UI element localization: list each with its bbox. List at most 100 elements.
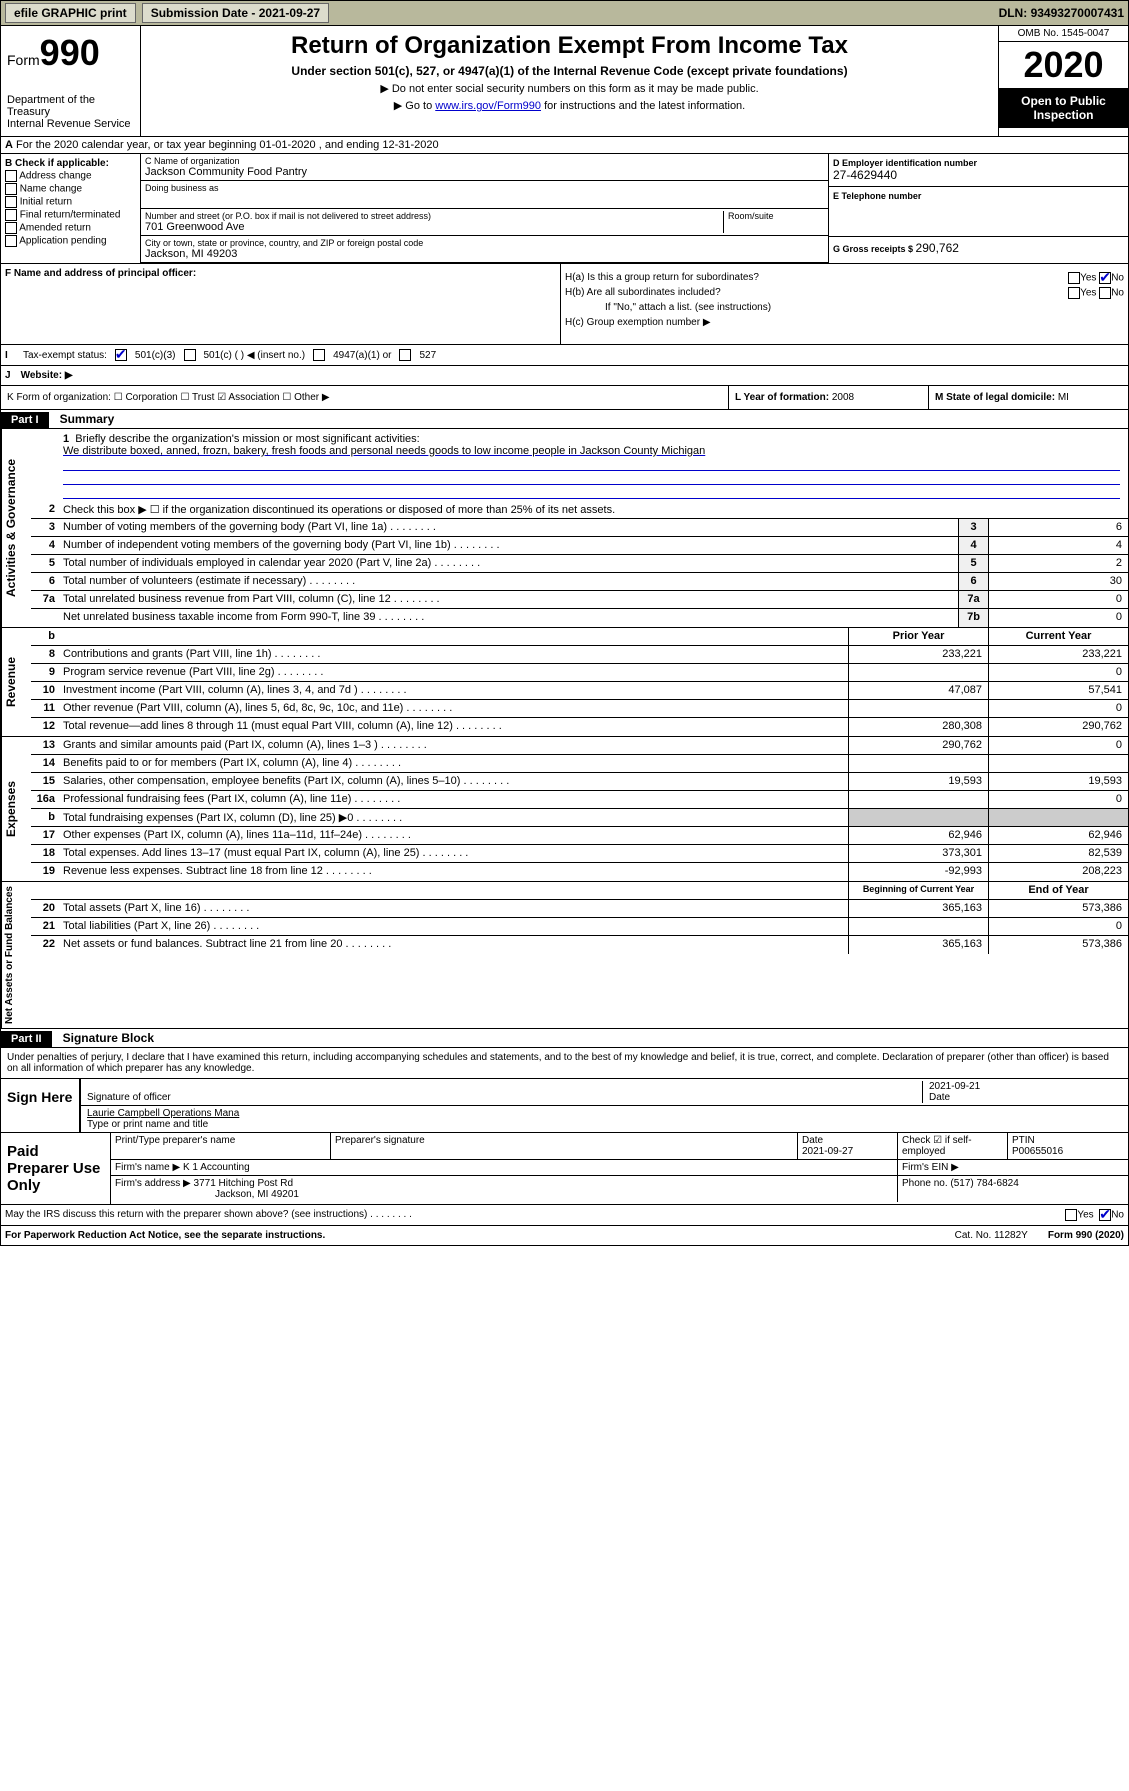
- form-subtitle: Under section 501(c), 527, or 4947(a)(1)…: [147, 64, 992, 78]
- part2-title: Signature Block: [55, 1029, 162, 1047]
- firm-addr-row: Firm's address ▶ 3771 Hitching Post RdJa…: [111, 1176, 1128, 1202]
- prep-name-hdr: Print/Type preparer's name: [111, 1133, 331, 1159]
- ha-line: H(a) Is this a group return for subordin…: [565, 272, 1124, 283]
- box-b-label: B Check if applicable:: [5, 158, 136, 169]
- status-label: Tax-exempt status:: [23, 350, 107, 361]
- box-k: K Form of organization: ☐ Corporation ☐ …: [1, 386, 728, 409]
- discuss-no[interactable]: [1099, 1209, 1111, 1221]
- table-row: 22Net assets or fund balances. Subtract …: [31, 936, 1128, 954]
- ein-label: D Employer identification number: [833, 158, 1124, 168]
- form-word: Form: [7, 52, 40, 68]
- dept-treasury: Department of the Treasury Internal Reve…: [7, 94, 134, 130]
- chk-final[interactable]: Final return/terminated: [5, 209, 136, 221]
- state-domicile: MI: [1058, 392, 1069, 403]
- box-c: C Name of organization Jackson Community…: [141, 154, 828, 263]
- irs-link[interactable]: www.irs.gov/Form990: [435, 100, 541, 112]
- chk-527[interactable]: [399, 349, 411, 361]
- box-m: M State of legal domicile: MI: [928, 386, 1128, 409]
- discuss-row: May the IRS discuss this return with the…: [0, 1205, 1129, 1226]
- info-grid: B Check if applicable: Address change Na…: [0, 154, 1129, 264]
- perjury-text: Under penalties of perjury, I declare th…: [0, 1048, 1129, 1079]
- website-row: J Website: ▶: [0, 366, 1129, 386]
- dln-value: 93493270007431: [1031, 6, 1124, 20]
- box-f: F Name and address of principal officer:: [1, 264, 561, 344]
- box-h: H(a) Is this a group return for subordin…: [561, 264, 1128, 344]
- subdate-label: Submission Date -: [151, 6, 259, 20]
- klm-row: K Form of organization: ☐ Corporation ☐ …: [0, 386, 1129, 410]
- city-row: City or town, state or province, country…: [141, 236, 828, 263]
- efile-print-button[interactable]: efile GRAPHIC print: [5, 3, 136, 23]
- mission-text: We distribute boxed, anned, frozn, baker…: [63, 445, 705, 457]
- subdate-value: 2021-09-27: [259, 6, 320, 20]
- chk-501c3[interactable]: [115, 349, 127, 361]
- end-year-hdr: End of Year: [988, 882, 1128, 899]
- dba-label: Doing business as: [145, 183, 824, 193]
- box-l: L Year of formation: 2008: [728, 386, 928, 409]
- part2-bar: Part II Signature Block: [0, 1029, 1129, 1048]
- cat-no: Cat. No. 11282Y: [955, 1230, 1028, 1241]
- gross-label: G Gross receipts $: [833, 244, 916, 254]
- table-row: 9Program service revenue (Part VIII, lin…: [31, 664, 1128, 682]
- officer-name: Laurie Campbell Operations Mana: [87, 1108, 239, 1119]
- sign-block: Sign Here Signature of officer 2021-09-2…: [0, 1079, 1129, 1133]
- paperwork-notice: For Paperwork Reduction Act Notice, see …: [5, 1230, 325, 1241]
- prep-selfemp: Check ☑ if self-employed: [898, 1133, 1008, 1159]
- top-bar: efile GRAPHIC print Submission Date - 20…: [0, 0, 1129, 26]
- city-label: City or town, state or province, country…: [145, 238, 824, 248]
- chk-501c[interactable]: [184, 349, 196, 361]
- table-row: 18Total expenses. Add lines 13–17 (must …: [31, 845, 1128, 863]
- org-name: Jackson Community Food Pantry: [145, 166, 824, 178]
- suite-label: Room/suite: [728, 211, 824, 221]
- preparer-block: Paid Preparer Use Only Print/Type prepar…: [0, 1133, 1129, 1205]
- chk-initial[interactable]: Initial return: [5, 196, 136, 208]
- ein: 27-4629440: [833, 168, 1124, 182]
- table-row: 17Other expenses (Part IX, column (A), l…: [31, 827, 1128, 845]
- discuss-text: May the IRS discuss this return with the…: [5, 1209, 412, 1221]
- street-label: Number and street (or P.O. box if mail i…: [145, 211, 719, 221]
- firm-ein-label: Firm's EIN ▶: [898, 1160, 1128, 1175]
- governance-section: Activities & Governance 1 Briefly descri…: [0, 429, 1129, 628]
- chk-4947[interactable]: [313, 349, 325, 361]
- gross-row: G Gross receipts $ 290,762: [829, 237, 1128, 259]
- submission-date-button[interactable]: Submission Date - 2021-09-27: [142, 3, 329, 23]
- chk-pending[interactable]: Application pending: [5, 235, 136, 247]
- table-row: 21Total liabilities (Part X, line 26)0: [31, 918, 1128, 936]
- dba-row: Doing business as: [141, 181, 828, 209]
- firm-addr2: Jackson, MI 49201: [115, 1189, 299, 1200]
- box-b: B Check if applicable: Address change Na…: [1, 154, 141, 263]
- prep-sig-hdr: Preparer's signature: [331, 1133, 798, 1159]
- gov-line: 4Number of independent voting members of…: [31, 537, 1128, 555]
- discuss-yes[interactable]: [1065, 1209, 1077, 1221]
- street-row: Number and street (or P.O. box if mail i…: [141, 209, 828, 236]
- table-row: 14Benefits paid to or for members (Part …: [31, 755, 1128, 773]
- city: Jackson, MI 49203: [145, 248, 824, 260]
- sign-here: Sign Here: [1, 1079, 81, 1132]
- paid-preparer: Paid Preparer Use Only: [1, 1133, 111, 1204]
- form-number: 990: [40, 32, 100, 73]
- table-row: 16aProfessional fundraising fees (Part I…: [31, 791, 1128, 809]
- ptin: P00655016: [1012, 1146, 1063, 1157]
- firm-phone: (517) 784-6824: [950, 1178, 1018, 1189]
- part1-title: Summary: [52, 410, 123, 428]
- chk-amended[interactable]: Amended return: [5, 222, 136, 234]
- box-f-label: F Name and address of principal officer:: [5, 268, 196, 279]
- year-block: OMB No. 1545-0047 2020 Open to Public In…: [998, 26, 1128, 136]
- gov-line: Net unrelated business taxable income fr…: [31, 609, 1128, 627]
- org-name-label: C Name of organization: [145, 156, 824, 166]
- table-row: 13Grants and similar amounts paid (Part …: [31, 737, 1128, 755]
- status-row: I Tax-exempt status: 501(c)(3) 501(c) ( …: [0, 345, 1129, 366]
- chk-name[interactable]: Name change: [5, 183, 136, 195]
- chk-address[interactable]: Address change: [5, 170, 136, 182]
- form-id: Form990 Department of the Treasury Inter…: [1, 26, 141, 136]
- table-row: 12Total revenue—add lines 8 through 11 (…: [31, 718, 1128, 736]
- omb-number: OMB No. 1545-0047: [999, 26, 1128, 42]
- side-expenses: Expenses: [1, 737, 31, 881]
- gross-receipts: 290,762: [916, 241, 959, 255]
- firm-name: K 1 Accounting: [183, 1162, 250, 1173]
- firm-name-row: Firm's name ▶ K 1 Accounting Firm's EIN …: [111, 1160, 1128, 1176]
- gov-line: 3Number of voting members of the governi…: [31, 519, 1128, 537]
- website-label: Website: ▶: [21, 370, 73, 381]
- prep-header-row: Print/Type preparer's name Preparer's si…: [111, 1133, 1128, 1160]
- tel-label: E Telephone number: [833, 191, 1124, 201]
- table-row: 10Investment income (Part VIII, column (…: [31, 682, 1128, 700]
